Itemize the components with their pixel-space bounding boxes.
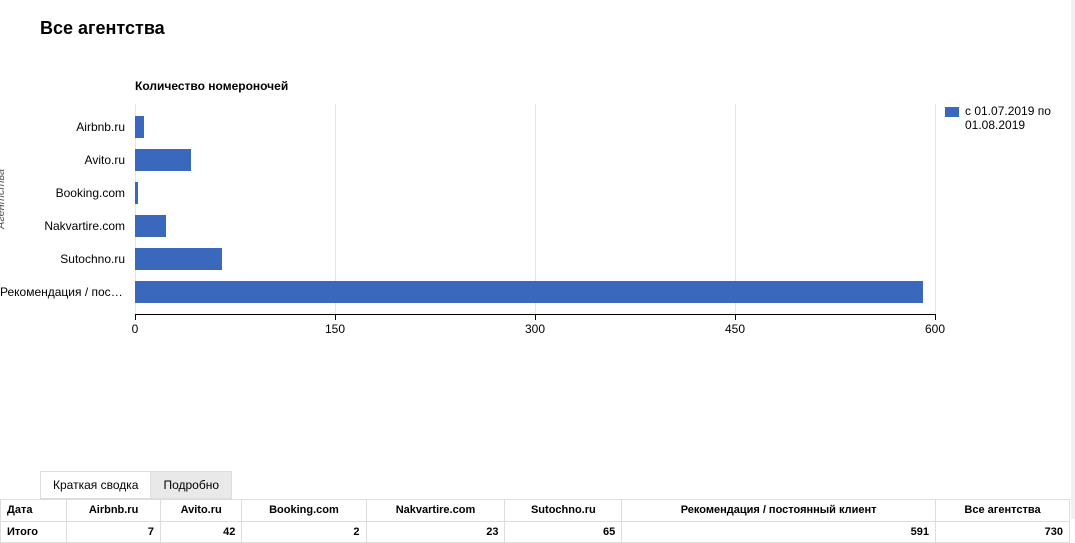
table-header-row: ДатаAirbnb.ruAvito.ruBooking.comNakvarti…	[1, 500, 1070, 522]
table-cell: 42	[161, 522, 242, 543]
chart-xtick-label: 300	[525, 322, 545, 336]
legend-text: с 01.07.2019 по 01.08.2019	[965, 104, 1051, 132]
chart-xtick-label: 150	[325, 322, 345, 336]
chart-bar-row	[135, 215, 935, 237]
chart-bar-row	[135, 248, 935, 270]
scrollbar-track[interactable]	[1071, 0, 1075, 519]
table-row-label: Итого	[1, 522, 67, 543]
chart-area: Агентства Количество номероночей Airbnb.…	[0, 49, 1075, 409]
chart-xtick-mark	[935, 314, 936, 320]
chart-bar	[135, 116, 144, 138]
table-header-cell: Рекомендация / постоянный клиент	[622, 500, 936, 522]
chart-xtick-mark	[735, 314, 736, 320]
chart-title: Количество номероночей	[135, 79, 288, 93]
table-cell: 2	[242, 522, 366, 543]
chart-bar-row	[135, 281, 935, 303]
chart-ylabel: Рекомендация / постоя…	[0, 281, 125, 303]
legend-swatch	[945, 107, 959, 117]
chart-plot	[135, 104, 935, 314]
chart-bar	[135, 248, 222, 270]
chart-xtick-mark	[535, 314, 536, 320]
chart-bars	[135, 104, 935, 314]
chart-bar-row	[135, 149, 935, 171]
chart-bar	[135, 281, 923, 303]
table-cell: 7	[67, 522, 161, 543]
chart-ylabel: Avito.ru	[0, 149, 125, 171]
table-header-cell: Avito.ru	[161, 500, 242, 522]
chart-ylabels: Airbnb.ru Avito.ru Booking.com Nakvartire.c…	[0, 104, 130, 314]
chart-xtick-mark	[135, 314, 136, 320]
table-cell: 23	[366, 522, 505, 543]
table-row: Итого74222365591730	[1, 522, 1070, 543]
table-header-cell: Airbnb.ru	[67, 500, 161, 522]
chart-xaxis: 0150300450600	[135, 314, 935, 344]
chart-ylabel: Sutochno.ru	[0, 248, 125, 270]
chart-bar-row	[135, 116, 935, 138]
tab-details[interactable]: Подробно	[151, 471, 232, 499]
chart-xtick-mark	[335, 314, 336, 320]
tab-summary[interactable]: Краткая сводка	[40, 471, 151, 499]
chart-bar	[135, 182, 138, 204]
table-header-cell: Sutochno.ru	[505, 500, 622, 522]
table-header-cell: Все агентства	[935, 500, 1069, 522]
chart-ylabel: Nakvartire.com	[0, 215, 125, 237]
summary-table: ДатаAirbnb.ruAvito.ruBooking.comNakvarti…	[0, 499, 1070, 543]
chart-ylabel: Booking.com	[0, 182, 125, 204]
table-cell: 591	[622, 522, 936, 543]
chart-legend: с 01.07.2019 по 01.08.2019	[945, 104, 1065, 132]
tabs: Краткая сводка Подробно	[0, 471, 1075, 499]
chart-gridline	[935, 104, 936, 314]
chart-bar	[135, 215, 166, 237]
table-header-cell: Дата	[1, 500, 67, 522]
chart-ylabel: Airbnb.ru	[0, 116, 125, 138]
table-header-cell: Nakvartire.com	[366, 500, 505, 522]
chart-xtick-label: 450	[725, 322, 745, 336]
table-cell: 65	[505, 522, 622, 543]
table-cell: 730	[935, 522, 1069, 543]
chart-xtick-label: 600	[925, 322, 945, 336]
chart-bar-row	[135, 182, 935, 204]
table-header-cell: Booking.com	[242, 500, 366, 522]
page-title: Все агентства	[0, 0, 1075, 39]
chart-xtick-label: 0	[132, 322, 139, 336]
chart-bar	[135, 149, 191, 171]
